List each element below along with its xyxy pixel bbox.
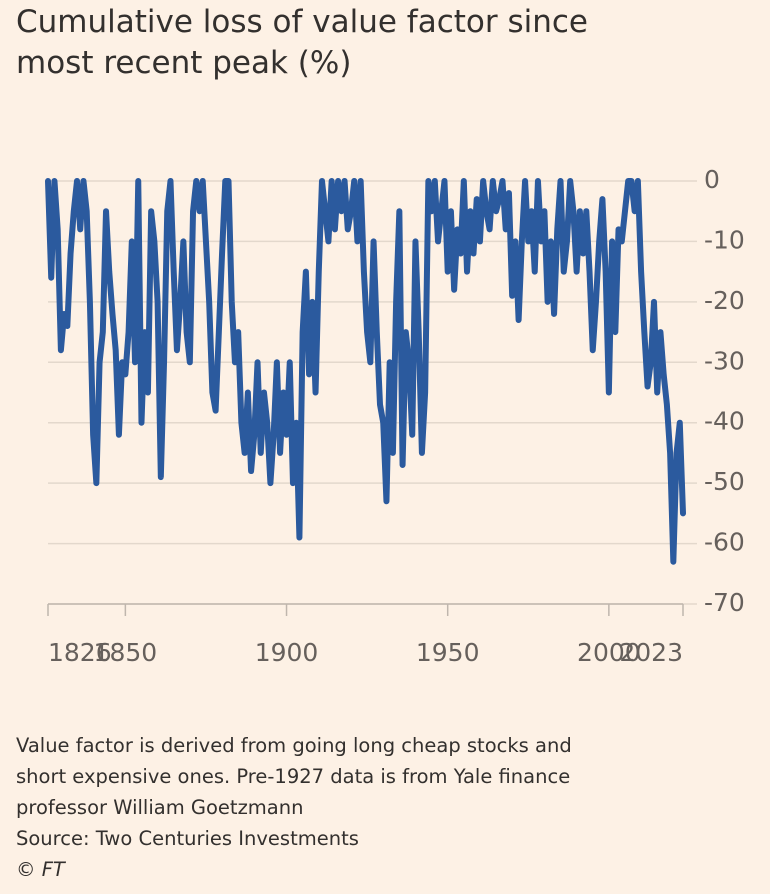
source: Source: Two Centuries Investments (16, 827, 359, 850)
x-tick-label: 1850 (94, 638, 158, 667)
y-tick-label: -30 (704, 346, 745, 375)
x-tick-label: 1900 (255, 638, 319, 667)
note-line: Value factor is derived from going long … (16, 734, 572, 757)
x-tick-label: 1950 (416, 638, 480, 667)
note-line: professor William Goetzmann (16, 796, 304, 819)
y-tick-label: -40 (704, 407, 745, 436)
data-line (45, 178, 686, 565)
x-tick-label: 1826 (48, 638, 112, 667)
credit: © FT (16, 858, 65, 881)
y-tick-label: -10 (704, 225, 745, 254)
x-tick-label: 2023 (619, 638, 683, 667)
note-line: short expensive ones. Pre-1927 data is f… (16, 765, 571, 788)
y-tick-label: 0 (704, 165, 720, 194)
chart-title: Cumulative loss of value factor since mo… (16, 4, 588, 81)
y-tick-label: -20 (704, 286, 745, 315)
notes: Value factor is derived from going long … (16, 730, 572, 885)
y-tick-label: -60 (704, 528, 745, 557)
y-tick-label: -50 (704, 467, 745, 496)
y-tick-label: -70 (704, 588, 745, 617)
x-tick-label: 2000 (577, 638, 641, 667)
